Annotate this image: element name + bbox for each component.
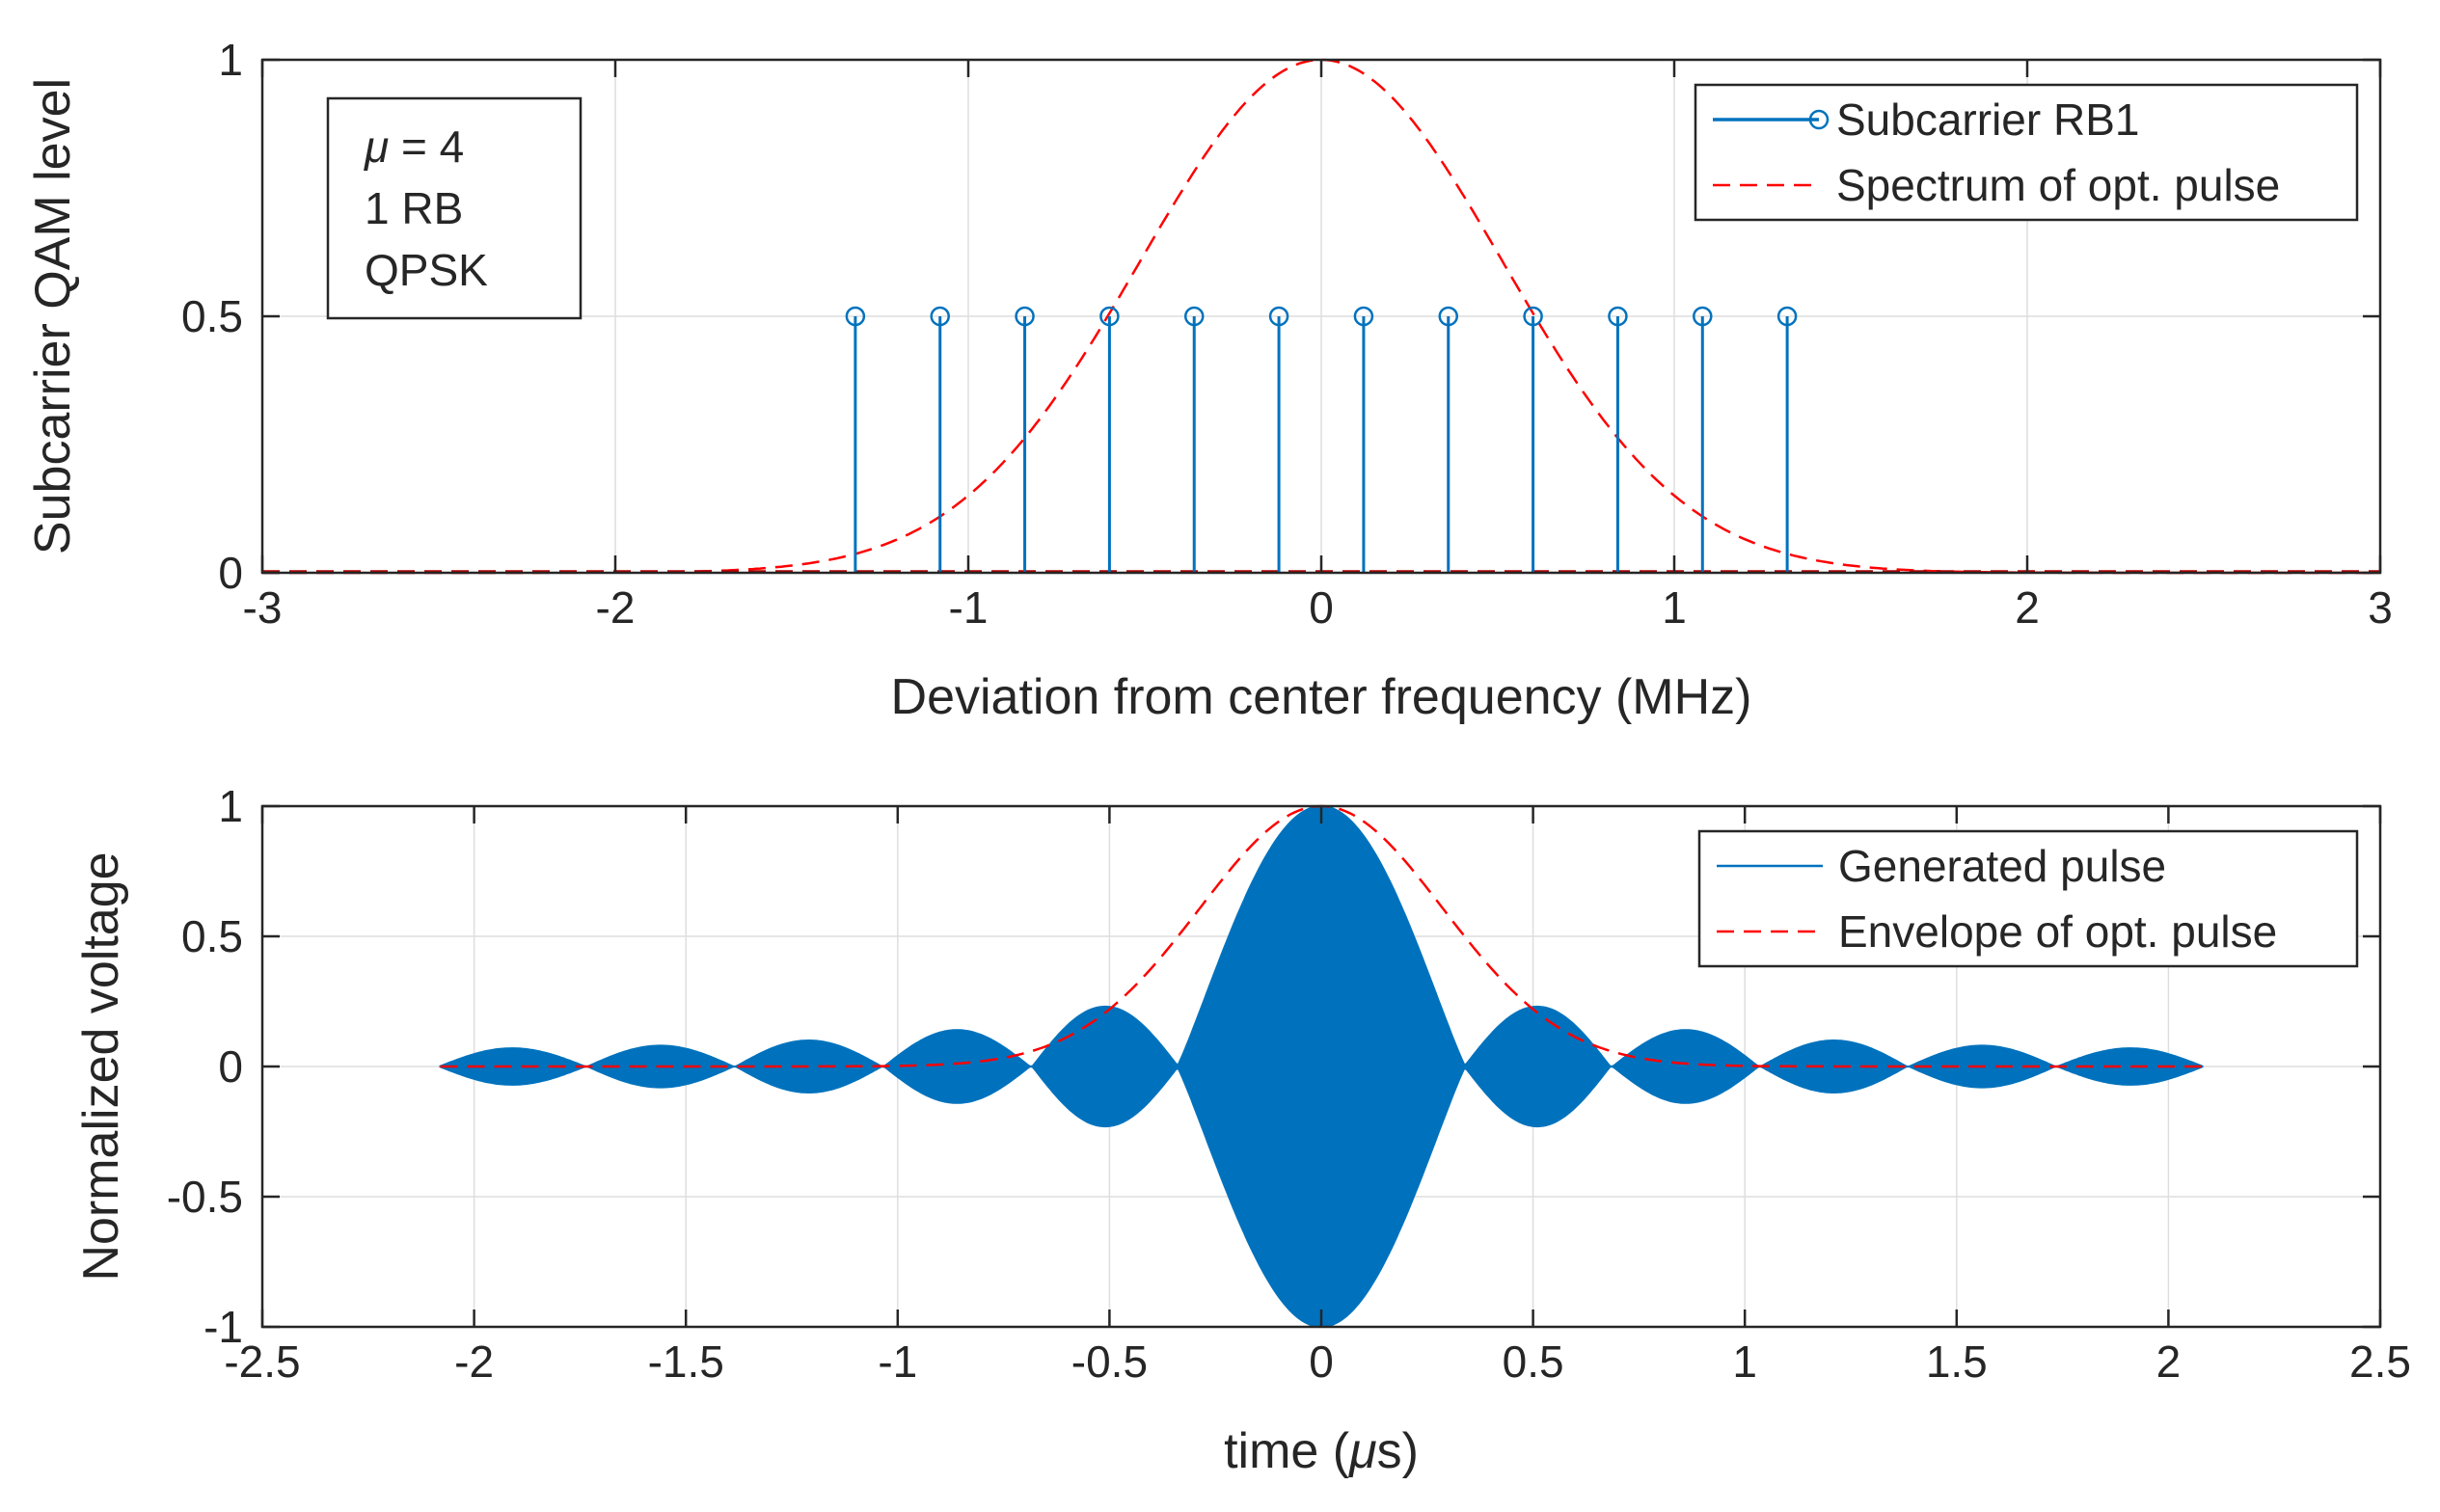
pulse-y-tick-label: 0.5: [181, 911, 243, 961]
pulse-x-tick-label: -2.5: [224, 1336, 300, 1387]
pulse-y-axis-label: Normalized voltage: [73, 851, 129, 1281]
annotation-mu-value: = 4: [389, 122, 464, 172]
pulse-x-tick-label: -2: [454, 1336, 494, 1387]
spectrum-x-tick-label: -1: [949, 582, 989, 633]
legend-marker-subcarrier: [1808, 109, 1830, 130]
pulse-x-tick-label: 0.5: [1503, 1336, 1564, 1387]
pulse-x-label-prefix: time (: [1224, 1423, 1350, 1479]
subcarrier-marker: [1353, 306, 1374, 327]
pulse-x-tick-label: 1: [1732, 1336, 1757, 1387]
spectrum-plot: -3 -2 -1 0 1 2 3 0 0.5 1 Deviation from center fr…: [25, 35, 2393, 725]
spectrum-y-axis-label: Subcarrier QAM level: [25, 78, 81, 554]
annotation-rb: 1 RB: [365, 183, 463, 233]
pulse-legend-box: [1697, 829, 2359, 968]
legend-label-subcarrier: Subcarrier RB1: [1836, 94, 2139, 145]
pulse-y-tick-label: -0.5: [167, 1172, 243, 1222]
legend-label-spectrum: Spectrum of opt. pulse: [1836, 160, 2280, 210]
annotation-modulation: QPSK: [365, 245, 488, 295]
spectrum-legend: Subcarrier RB1 Spectrum of opt. pulse: [1694, 83, 2359, 222]
subcarrier-marker: [1776, 306, 1798, 327]
annotation-mu-symbol: μ: [364, 122, 389, 172]
legend-label-generated: Generated pulse: [1838, 841, 2166, 891]
legend-label-envelope: Envelope of opt. pulse: [1838, 906, 2277, 957]
pulse-ticks: -2.5 -2 -1.5 -1 -0.5 0 0.5 1 1.5 2 2.5 -1 -0.5 0 0.5 1: [167, 781, 2411, 1387]
spectrum-y-tick-label: 0: [218, 548, 243, 598]
pulse-x-tick-label: 0: [1309, 1336, 1334, 1387]
pulse-x-tick-label: -1: [878, 1336, 917, 1387]
pulse-x-label-suffix: s): [1377, 1423, 1419, 1479]
spectrum-x-tick-label: -3: [243, 582, 283, 633]
subcarrier-marker: [930, 306, 950, 327]
pulse-x-tick-label: 1.5: [1926, 1336, 1988, 1387]
subcarrier-marker: [1015, 306, 1035, 327]
pulse-legend: Generated pulse Envelope of opt. pulse: [1697, 829, 2359, 968]
spectrum-y-tick-label: 1: [218, 35, 243, 85]
spectrum-y-tick-label: 0.5: [181, 291, 243, 341]
subcarrier-marker: [1183, 306, 1205, 327]
parameter-annotation: μ = 4 1 RB QPSK: [326, 96, 583, 320]
pulse-y-tick-label: 0: [218, 1041, 243, 1092]
pulse-plot: -2.5 -2 -1.5 -1 -0.5 0 0.5 1 1.5 2 2.5-1-0.500.51 …: [73, 781, 2411, 1479]
spectrum-x-tick-label: 0: [1309, 582, 1334, 633]
subcarrier-marker: [1693, 306, 1713, 327]
spectrum-legend-box: [1694, 83, 2359, 222]
pulse-x-tick-label: -1.5: [648, 1336, 724, 1387]
spectrum-x-tick-label: 3: [2368, 582, 2393, 633]
pulse-x-label-mu: μ: [1347, 1423, 1377, 1479]
spectrum-ticks: -3 -2 -1 0 1 2 3 0 0.5 1: [181, 35, 2393, 633]
subcarrier-marker: [1268, 306, 1289, 327]
subcarrier-marker: [845, 306, 866, 327]
pulse-y-tick-label: 1: [218, 781, 243, 831]
annotation-mu: μ = 4: [364, 122, 464, 172]
subcarrier-marker: [1438, 306, 1459, 327]
spectrum-x-tick-label: -2: [596, 582, 636, 633]
pulse-x-axis-label: time (μs): [1224, 1423, 1419, 1479]
subcarrier-marker: [1099, 306, 1120, 327]
pulse-x-tick-label: 2.5: [2349, 1336, 2411, 1387]
pulse-y-tick-label: -1: [203, 1302, 243, 1352]
pulse-x-tick-label: 2: [2156, 1336, 2182, 1387]
parameter-annotation-box: [326, 96, 583, 320]
spectrum-x-tick-label: 2: [2015, 582, 2040, 633]
subcarrier-marker: [1608, 306, 1628, 327]
subcarrier-marker: [1523, 306, 1543, 327]
generated-pulse: [439, 804, 2204, 1329]
pulse-x-tick-label: -0.5: [1071, 1336, 1148, 1387]
spectrum-x-tick-label: 1: [1662, 582, 1687, 633]
spectrum-x-axis-label: Deviation from center frequency (MHz): [891, 669, 1752, 725]
